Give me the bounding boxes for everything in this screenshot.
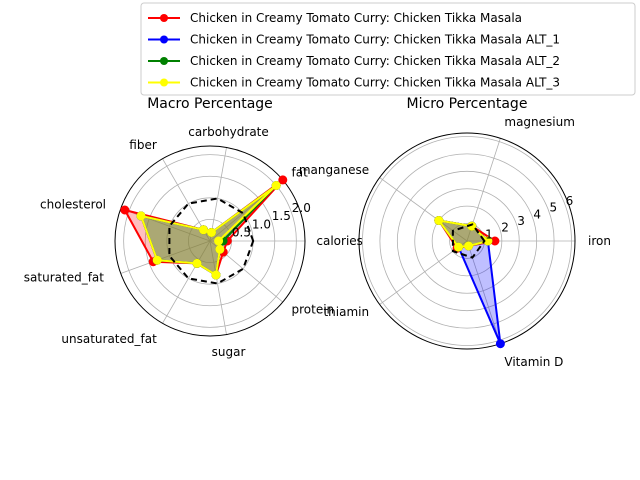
series-area-3: [438, 220, 488, 248]
chart-title: Macro Percentage: [147, 96, 273, 112]
radial-tick-label: 2.0: [292, 201, 311, 215]
radial-tick-label: 0.5: [232, 226, 251, 240]
chart-title: Micro Percentage: [407, 96, 528, 112]
legend-label-2: Chicken in Creamy Tomato Curry: Chicken …: [190, 54, 560, 68]
category-label: calories: [316, 234, 363, 248]
legend-marker-0: [160, 14, 168, 22]
macro-radar-chart: Macro Percentage 0.51.01.52.0 calories fat c…: [24, 96, 363, 359]
radial-tick-label: 1: [485, 227, 493, 241]
data-point-3-1: [271, 181, 281, 190]
data-point-3-0: [214, 236, 224, 246]
legend-label-0: Chicken in Creamy Tomato Curry: Chicken …: [190, 11, 522, 25]
radial-tick-label: 6: [566, 194, 574, 208]
radial-tick-label: 4: [533, 207, 541, 221]
data-point-3-5: [152, 255, 162, 265]
radial-tick-label: 2: [501, 221, 509, 235]
data-point-0-1: [278, 175, 288, 185]
micro-radar-chart: Micro Percentage 1 2 3 4 5 6 iron magnesium manga…: [299, 96, 611, 369]
category-label: Vitamin D: [504, 355, 563, 369]
category-label: fat: [292, 166, 309, 180]
legend-label-3: Chicken in Creamy Tomato Curry: Chicken …: [190, 76, 560, 90]
category-label: magnesium: [504, 115, 575, 129]
radial-tick-label: 1.5: [272, 209, 291, 223]
data-point-3-2: [207, 228, 216, 237]
series-area-2: [141, 185, 277, 275]
category-label: manganese: [299, 163, 369, 177]
legend: Chicken in Creamy Tomato Curry: Chicken …: [140, 2, 636, 96]
legend-marker-1: [160, 35, 168, 44]
legend-marker-3: [160, 78, 168, 87]
angular-gridline: [209, 240, 227, 335]
legend-marker-2: [160, 57, 168, 65]
data-point-3-7: [211, 270, 221, 280]
reference-line: [451, 223, 486, 259]
data-point-3-8: [215, 244, 225, 254]
series-area-1: [438, 220, 501, 344]
category-label: saturated_fat: [24, 270, 104, 284]
radial-tick-label: 3: [517, 214, 525, 228]
series-area-0: [124, 179, 283, 275]
category-label: iron: [588, 234, 611, 248]
data-point-0-4: [120, 205, 130, 215]
data-point-3-6: [192, 258, 202, 268]
radial-tick-label: 1.0: [252, 218, 271, 232]
polar-frame: [358, 132, 576, 350]
category-label: unsaturated_fat: [61, 332, 157, 346]
angular-gridline: [120, 240, 211, 274]
data-point-3-4: [464, 241, 474, 251]
category-label: sugar: [212, 345, 246, 359]
category-label: protein: [292, 302, 335, 316]
data-point-3-2: [434, 216, 444, 225]
angular-gridline: [209, 147, 227, 242]
angular-gridline: [162, 240, 211, 324]
legend-frame: [140, 2, 636, 96]
reference-line: [168, 197, 255, 285]
angular-gridline: [120, 208, 211, 242]
series-area-3: [141, 185, 277, 275]
category-label: thiamin: [323, 305, 369, 319]
series-line-3: [140, 184, 278, 276]
category-label: fiber: [129, 138, 157, 152]
legend-label-1: Chicken in Creamy Tomato Curry: Chicken …: [190, 33, 560, 47]
polar-frame: [114, 145, 306, 337]
data-point-3-3: [199, 225, 208, 235]
data-point-3-3: [454, 242, 463, 252]
radial-tick-label: 5: [550, 201, 558, 215]
category-label: carbohydrate: [188, 125, 269, 139]
data-point-3-4: [136, 211, 146, 221]
series-area-1: [141, 185, 277, 275]
series-area-2: [438, 220, 488, 248]
data-point-1-4: [495, 339, 505, 349]
category-label: cholesterol: [40, 198, 106, 212]
